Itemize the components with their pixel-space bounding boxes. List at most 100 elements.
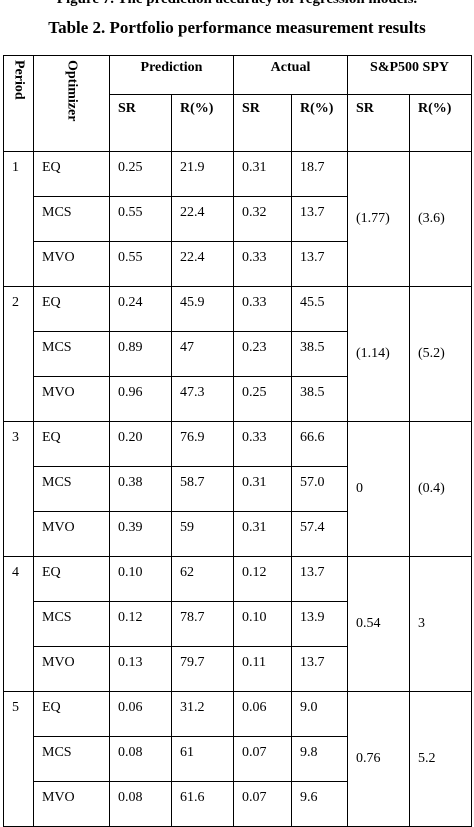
value-cell: 18.7 — [290, 151, 349, 197]
spy-cell: 0.54 — [347, 556, 411, 692]
optimizer-label: Optimizer — [64, 60, 80, 122]
optimizer-cell: MVO — [33, 241, 110, 287]
sub-header: SR — [109, 94, 172, 152]
sub-header: SR — [347, 94, 411, 152]
value-cell: 58.7 — [171, 466, 234, 512]
figure-caption: Figure 7. The prediction accuracy for re… — [0, 0, 474, 8]
group-header: S&P500 SPY — [347, 55, 473, 95]
value-cell: 0.31 — [233, 151, 292, 197]
spy-cell: (5.2) — [409, 286, 473, 422]
value-cell: 59 — [171, 511, 234, 557]
data-row: MCS 0.55 22.4 0.32 13.7 — [4, 196, 472, 242]
value-cell: 0.10 — [109, 556, 172, 602]
results-table: Period Optimizer Prediction Actual S&P500 SP… — [3, 55, 473, 827]
value-cell: 57.4 — [290, 511, 349, 557]
spy-cell: (3.6) — [409, 151, 473, 287]
value-cell: 13.7 — [290, 196, 349, 242]
optimizer-cell: MCS — [33, 466, 110, 512]
value-cell: 38.5 — [290, 331, 349, 377]
optimizer-cell: EQ — [33, 556, 110, 602]
value-cell: 0.12 — [233, 556, 292, 602]
value-cell: 0.11 — [233, 646, 292, 692]
optimizer-cell: MCS — [33, 601, 110, 647]
value-cell: 0.89 — [109, 331, 172, 377]
sub-header: R(%) — [290, 94, 349, 152]
value-cell: 0.10 — [233, 601, 292, 647]
value-cell: 9.8 — [290, 736, 349, 782]
data-row: MVO 0.55 22.4 0.33 13.7 — [4, 241, 472, 287]
data-row: 1 EQ 0.25 21.9 0.31 18.7 (1.77) (3.6) — [3, 151, 473, 287]
period-cell: 2 — [3, 286, 34, 422]
value-cell: 57.0 — [290, 466, 349, 512]
optimizer-cell: EQ — [33, 421, 110, 467]
value-cell: 9.0 — [290, 691, 349, 737]
optimizer-cell: MVO — [33, 646, 110, 692]
optimizer-header: Optimizer — [33, 55, 110, 152]
spy-cell: 0.76 — [347, 691, 411, 827]
value-cell: 13.7 — [290, 241, 349, 287]
data-row: MCS 0.38 58.7 0.31 57.0 — [4, 466, 472, 512]
data-row: MCS 0.89 47 0.23 38.5 — [4, 331, 472, 377]
value-cell: 0.33 — [233, 241, 292, 287]
period-cell: 1 — [3, 151, 34, 287]
value-cell: 45.5 — [290, 286, 349, 332]
value-cell: 0.08 — [109, 736, 172, 782]
value-cell: 21.9 — [171, 151, 234, 197]
optimizer-cell: MCS — [33, 196, 110, 242]
value-cell: 0.39 — [109, 511, 172, 557]
sub-header: SR — [233, 94, 292, 152]
period-cell: 4 — [3, 556, 34, 692]
value-cell: 78.7 — [171, 601, 234, 647]
spy-cell: 3 — [409, 556, 473, 692]
value-cell: 38.5 — [290, 376, 349, 422]
subheader-row: SR R(%) SR R(%) SR R(%) — [4, 94, 473, 152]
data-row: 3 EQ 0.20 76.9 0.33 66.6 0 (0.4) — [3, 421, 473, 557]
value-cell: 0.23 — [233, 331, 292, 377]
optimizer-cell: EQ — [33, 151, 110, 197]
value-cell: 47 — [171, 331, 234, 377]
value-cell: 0.32 — [233, 196, 292, 242]
spy-cell: (0.4) — [409, 421, 473, 557]
value-cell: 79.7 — [171, 646, 234, 692]
data-row: MVO 0.96 47.3 0.25 38.5 — [4, 376, 472, 422]
value-cell: 0.96 — [109, 376, 172, 422]
value-cell: 22.4 — [171, 241, 234, 287]
data-row: 5 EQ 0.06 31.2 0.06 9.0 0.76 5.2 — [3, 691, 473, 827]
value-cell: 0.12 — [109, 601, 172, 647]
value-cell: 13.7 — [290, 646, 349, 692]
spy-cell: 5.2 — [409, 691, 473, 827]
sub-header: R(%) — [171, 94, 234, 152]
sub-header: R(%) — [409, 94, 473, 152]
data-row: 4 EQ 0.10 62 0.12 13.7 0.54 3 — [3, 556, 473, 692]
value-cell: 0.33 — [233, 286, 292, 332]
value-cell: 0.33 — [233, 421, 292, 467]
data-row: MVO 0.39 59 0.31 57.4 — [4, 511, 472, 557]
value-cell: 0.07 — [233, 781, 292, 827]
table-header: Period Optimizer Prediction Actual S&P500 SP… — [3, 55, 473, 152]
optimizer-cell: MVO — [33, 376, 110, 422]
value-cell: 13.9 — [290, 601, 349, 647]
value-cell: 0.13 — [109, 646, 172, 692]
value-cell: 45.9 — [171, 286, 234, 332]
value-cell: 0.38 — [109, 466, 172, 512]
period-header: Period — [3, 55, 34, 152]
optimizer-cell: MCS — [33, 736, 110, 782]
table-body: 1 EQ 0.25 21.9 0.31 18.7 (1.77) (3.6) MCS 0.55 22.… — [3, 151, 473, 827]
value-cell: 0.06 — [109, 691, 172, 737]
group-header: Prediction — [109, 55, 234, 95]
value-cell: 0.25 — [233, 376, 292, 422]
period-cell: 3 — [3, 421, 34, 557]
value-cell: 0.31 — [233, 466, 292, 512]
optimizer-cell: EQ — [33, 691, 110, 737]
period-label: Period — [11, 60, 27, 100]
value-cell: 0.06 — [233, 691, 292, 737]
period-cell: 5 — [3, 691, 34, 827]
value-cell: 13.7 — [290, 556, 349, 602]
value-cell: 0.55 — [109, 241, 172, 287]
value-cell: 47.3 — [171, 376, 234, 422]
optimizer-cell: MCS — [33, 331, 110, 377]
value-cell: 0.25 — [109, 151, 172, 197]
data-row: 2 EQ 0.24 45.9 0.33 45.5 (1.14) (5.2) — [3, 286, 473, 422]
optimizer-cell: EQ — [33, 286, 110, 332]
